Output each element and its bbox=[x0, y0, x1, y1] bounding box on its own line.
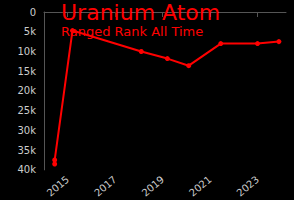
svg-text:Uranium Atom: Uranium Atom bbox=[61, 0, 220, 25]
svg-text:20k: 20k bbox=[17, 85, 36, 96]
svg-text:Ranged Rank All Time: Ranged Rank All Time bbox=[61, 24, 203, 39]
svg-text:0: 0 bbox=[30, 7, 36, 18]
svg-text:25k: 25k bbox=[17, 105, 36, 116]
svg-text:2023: 2023 bbox=[234, 174, 261, 199]
svg-text:40k: 40k bbox=[17, 164, 36, 175]
svg-text:2015: 2015 bbox=[45, 174, 72, 199]
svg-text:35k: 35k bbox=[17, 145, 36, 156]
svg-text:2021: 2021 bbox=[187, 174, 214, 199]
svg-text:2017: 2017 bbox=[92, 174, 119, 199]
svg-text:10k: 10k bbox=[17, 46, 36, 57]
svg-text:30k: 30k bbox=[17, 125, 36, 136]
svg-text:5k: 5k bbox=[24, 26, 36, 37]
svg-text:15k: 15k bbox=[17, 66, 36, 77]
svg-text:2019: 2019 bbox=[140, 174, 167, 199]
